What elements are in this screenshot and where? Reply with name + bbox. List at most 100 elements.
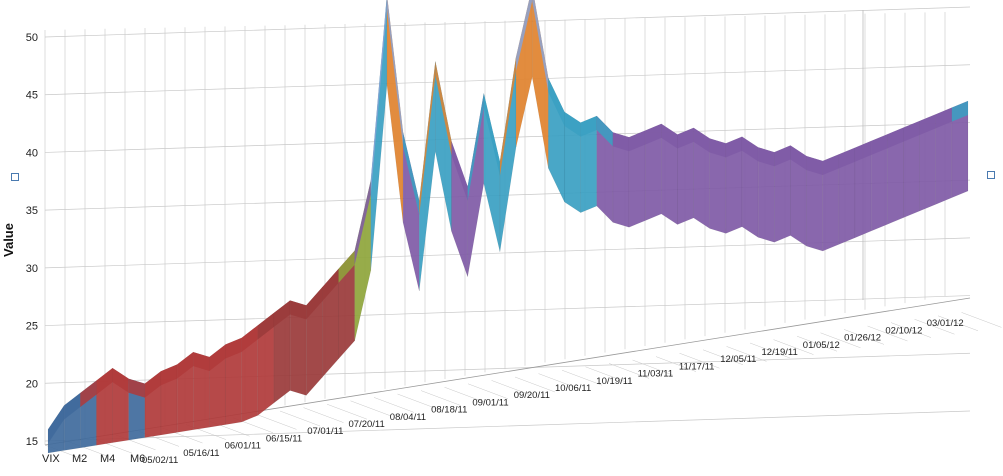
floor-line (326, 403, 368, 420)
date-tick-label: 09/01/11 (472, 397, 508, 408)
date-tick-label: 06/15/11 (266, 433, 302, 444)
floor-line (679, 352, 720, 369)
value-axis-ticks: 15 20 25 30 35 40 45 50 (26, 32, 38, 448)
surface-facet (435, 61, 452, 156)
surface-facet (774, 145, 791, 167)
date-tick-label: 05/16/11 (183, 448, 219, 459)
surface-facet (951, 100, 968, 122)
date-tick-label: 06/01/11 (225, 441, 261, 452)
surface-facet (855, 141, 872, 162)
floor-line (256, 414, 297, 430)
surface-facet (499, 56, 517, 176)
date-tick-label: 05/02/11 (142, 455, 178, 466)
surface-facet (354, 180, 371, 265)
value-tick-label: 50 (26, 32, 38, 44)
date-tick-label: 07/20/11 (349, 419, 385, 430)
gridline-horizontal (44, 295, 971, 326)
floor-line (373, 397, 415, 413)
value-tick-label: 20 (26, 378, 38, 390)
surface-facet (612, 132, 630, 152)
surface-facet (370, 0, 387, 195)
surface-facet (128, 378, 145, 398)
value-axis-title: Value (1, 223, 16, 257)
floor-line (655, 356, 697, 372)
surface-facet (112, 368, 129, 393)
surface-facet (96, 368, 113, 395)
series-label: M4 (100, 453, 115, 465)
value-tick-label: 30 (26, 263, 38, 275)
surface-facet (758, 147, 775, 167)
date-tick-label: 01/26/12 (844, 333, 881, 344)
floor-line (632, 359, 673, 376)
series-label: VIX (42, 453, 60, 465)
floor-line (702, 349, 744, 366)
surface-facet (483, 93, 500, 176)
surface-facet (903, 121, 920, 142)
surface-facet (596, 115, 613, 147)
floor-line (585, 366, 626, 383)
surface-facet (548, 78, 565, 127)
surface-facet (629, 130, 646, 152)
surface-facet (742, 136, 759, 162)
value-tick-label: 35 (26, 205, 38, 217)
surface-facet (790, 145, 807, 171)
floor-line (279, 410, 321, 427)
floor-line (491, 380, 532, 396)
surface-facet (822, 154, 839, 176)
date-tick-label: 10/19/11 (596, 376, 632, 387)
surface-facet (564, 112, 581, 137)
floor-line (890, 322, 932, 338)
left-resize-handle[interactable] (11, 173, 19, 181)
floor-line (420, 390, 462, 406)
floor-line (961, 312, 1002, 328)
value-tick-label: 40 (26, 147, 38, 159)
floor-line (843, 329, 885, 345)
surface-facet (935, 107, 952, 129)
surface-facet (919, 114, 936, 136)
floor-line (444, 386, 485, 403)
date-tick-label: 07/01/11 (307, 426, 343, 437)
right-resize-handle[interactable] (987, 171, 995, 179)
series-axis-labels: VIX M2 M4 M6 (42, 453, 145, 465)
surface-facet (467, 93, 484, 201)
surface-facet (193, 352, 210, 371)
surface-facet (48, 405, 65, 444)
floor-line (350, 400, 391, 417)
series-label: M6 (130, 453, 145, 465)
floor-line (467, 383, 509, 400)
surface-facet (951, 100, 969, 198)
gridline-horizontal (44, 6, 971, 38)
date-tick-label: 12/05/11 (720, 354, 756, 365)
floor-line (749, 342, 791, 359)
surface-facet (806, 156, 823, 176)
surface-facet (725, 136, 743, 158)
surface-facet (451, 141, 468, 201)
floor-line (397, 393, 438, 410)
surface-facet (661, 123, 678, 149)
surface-facet (403, 132, 420, 215)
surface-facet (838, 147, 856, 169)
value-tick-label: 25 (26, 321, 38, 333)
surface-facet (64, 393, 81, 420)
date-tick-label: 03/01/12 (927, 318, 964, 329)
floor-line (914, 318, 955, 335)
date-tick-label: 08/18/11 (431, 405, 467, 416)
gridline-horizontal (44, 64, 971, 96)
surface-facet (322, 268, 339, 302)
surface-facet (241, 325, 258, 352)
surface-facet (177, 352, 194, 379)
floor-line (608, 363, 650, 379)
value-tick-label: 45 (26, 90, 38, 102)
surface-facet (516, 0, 533, 71)
date-tick-label: 01/05/12 (803, 340, 840, 351)
floor-line (773, 339, 814, 355)
surface-facet (645, 123, 662, 145)
gridline-horizontal (44, 410, 971, 442)
surface-facet (370, 0, 388, 271)
floor-line (867, 325, 908, 342)
value-tick-label: 15 (26, 436, 38, 448)
floor-line (303, 407, 344, 423)
surface-facet (144, 371, 161, 398)
